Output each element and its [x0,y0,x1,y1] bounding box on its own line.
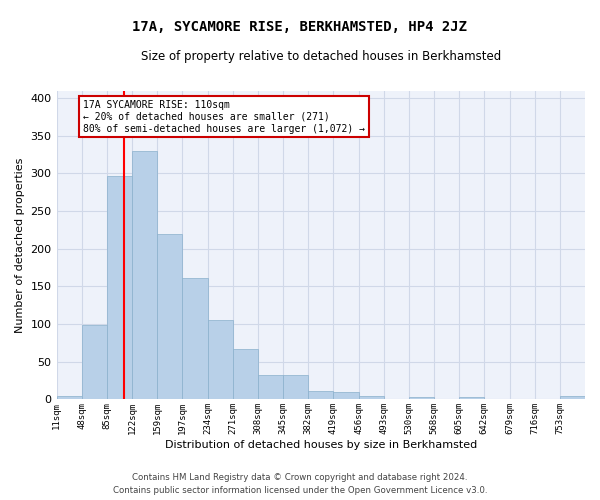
Bar [258,376,283,400]
Title: Size of property relative to detached houses in Berkhamsted: Size of property relative to detached ho… [140,50,501,63]
Bar [459,397,484,400]
Text: Contains HM Land Registry data © Crown copyright and database right 2024.
Contai: Contains HM Land Registry data © Crown c… [113,474,487,495]
Bar [208,320,233,400]
Text: 17A, SYCAMORE RISE, BERKHAMSTED, HP4 2JZ: 17A, SYCAMORE RISE, BERKHAMSTED, HP4 2JZ [133,20,467,34]
Bar [334,392,359,400]
Bar [560,396,585,400]
Bar [56,396,82,400]
Text: 17A SYCAMORE RISE: 110sqm
← 20% of detached houses are smaller (271)
80% of semi: 17A SYCAMORE RISE: 110sqm ← 20% of detac… [83,100,365,134]
Bar [359,396,383,400]
Bar [283,376,308,400]
Bar [132,151,157,400]
Bar [107,176,132,400]
Bar [82,325,107,400]
X-axis label: Distribution of detached houses by size in Berkhamsted: Distribution of detached houses by size … [164,440,477,450]
Bar [182,278,208,400]
Bar [157,234,182,400]
Bar [409,397,434,400]
Y-axis label: Number of detached properties: Number of detached properties [15,158,25,332]
Bar [308,391,334,400]
Bar [233,349,258,400]
